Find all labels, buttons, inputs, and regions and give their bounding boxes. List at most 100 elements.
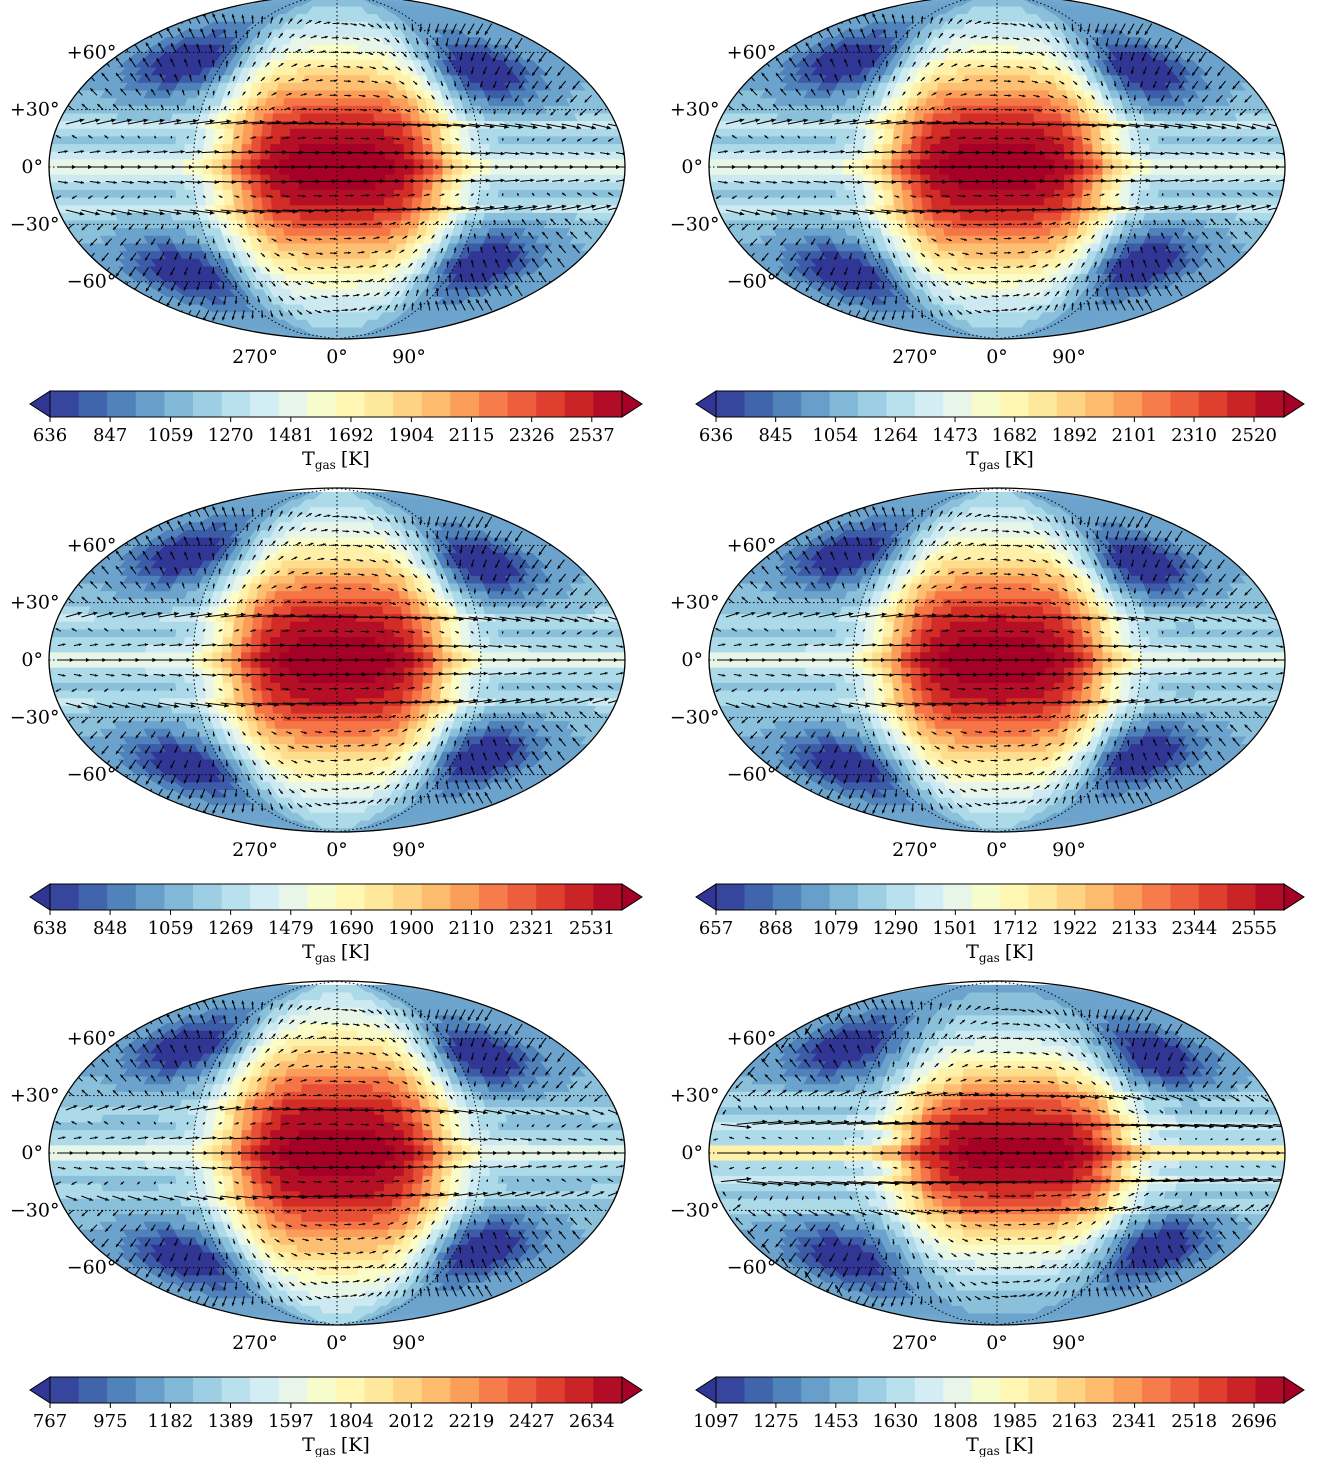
colorbar-segment bbox=[164, 1377, 194, 1403]
colorbar-tick-label: 2537 bbox=[569, 425, 615, 446]
colorbar-segment bbox=[1028, 391, 1058, 417]
colorbar-tick-label: 1682 bbox=[992, 425, 1038, 446]
colorbar-segment bbox=[716, 884, 745, 910]
colorbar-segment bbox=[564, 391, 594, 417]
colorbar-segment bbox=[772, 391, 802, 417]
colorbar-segment bbox=[716, 1377, 745, 1403]
colorbar-tick-label: 1985 bbox=[992, 1411, 1038, 1432]
colorbar-segment bbox=[829, 391, 859, 417]
colorbar-tick-label: 2115 bbox=[449, 425, 495, 446]
colorbar-segment bbox=[744, 1377, 774, 1403]
map-outline bbox=[48, 0, 626, 340]
map-outline bbox=[708, 487, 1286, 833]
colorbar-tick-label: 2696 bbox=[1231, 1411, 1277, 1432]
colorbar-segment bbox=[479, 884, 509, 910]
colorbar-segment bbox=[221, 391, 251, 417]
colorbar-segment bbox=[914, 884, 944, 910]
lat-label: −60° bbox=[727, 271, 777, 293]
colorbar-tick-label: 1922 bbox=[1052, 918, 1098, 939]
colorbar-tick-label: 636 bbox=[699, 425, 733, 446]
colorbar-frame bbox=[715, 1376, 1285, 1404]
colorbar-tick-label: 1275 bbox=[753, 1411, 799, 1432]
lat-label: −30° bbox=[670, 706, 720, 728]
colorbar-segment bbox=[1170, 884, 1200, 910]
map-panel-top-left: +60° +30° 0° −30° −60° 270° 0° 90° 636 847 1059 127… bbox=[10, 0, 643, 472]
map-outline bbox=[708, 0, 1286, 340]
colorbar-tick-label: 2321 bbox=[509, 918, 555, 939]
lat-label: −60° bbox=[67, 1257, 117, 1279]
colorbar-segment bbox=[858, 1377, 887, 1403]
colorbar-label: Tgas [K] bbox=[302, 941, 370, 965]
lat-label: +30° bbox=[10, 99, 60, 121]
map-outline bbox=[48, 980, 626, 1326]
colorbar-tick-label: 1712 bbox=[992, 918, 1038, 939]
colorbar-tick-label: 636 bbox=[33, 425, 67, 446]
wind-vectors bbox=[55, 998, 625, 1308]
colorbar-segment bbox=[1113, 884, 1143, 910]
colorbar-tick-label: 1501 bbox=[932, 918, 978, 939]
colorbar: 638 848 1059 1269 1479 1690 1900 2110 2321 2531 Tg… bbox=[29, 883, 643, 965]
lat-label: −60° bbox=[727, 764, 777, 786]
lon-label: 0° bbox=[326, 1332, 348, 1354]
colorbar-label: Tgas [K] bbox=[966, 941, 1034, 965]
colorbar-segment bbox=[393, 391, 423, 417]
colorbar-segment bbox=[829, 1377, 859, 1403]
colorbar-segment bbox=[135, 391, 165, 417]
lat-label: +30° bbox=[670, 592, 720, 614]
colorbar-segment bbox=[1227, 1377, 1257, 1403]
colorbar-segment bbox=[971, 884, 1001, 910]
graticule bbox=[709, 488, 1285, 832]
colorbar-tick-label: 2310 bbox=[1171, 425, 1217, 446]
lat-label: −60° bbox=[727, 1257, 777, 1279]
colorbar-segment bbox=[1198, 391, 1228, 417]
lat-label: +60° bbox=[727, 534, 777, 556]
lat-label: 0° bbox=[21, 1142, 43, 1164]
colorbar-segment bbox=[593, 1377, 623, 1403]
colorbar-segment bbox=[50, 884, 80, 910]
map-panel-middle-right: +60° +30° 0° −30° −60° 270° 0° 90° 657 868 1079 129… bbox=[670, 487, 1305, 965]
colorbar-segment bbox=[135, 1377, 165, 1403]
colorbar-frame bbox=[49, 390, 623, 418]
colorbar-segment bbox=[914, 391, 944, 417]
colorbar-tick-label: 1690 bbox=[328, 918, 374, 939]
colorbar: 657 868 1079 1290 1501 1712 1922 2133 2344 2555 Tg… bbox=[695, 883, 1305, 965]
map-panel-bottom-right: +60°+30°0°−30°−60°270° 0° 90°1097 1275 1453 1… bbox=[670, 980, 1305, 1457]
colorbar-frame bbox=[715, 883, 1285, 911]
colorbar-max-extend bbox=[1283, 1376, 1305, 1404]
colorbar-segment bbox=[1198, 1377, 1228, 1403]
colorbar-min-extend bbox=[29, 390, 51, 418]
graticule bbox=[49, 0, 625, 339]
temperature-field bbox=[709, 491, 1285, 832]
lon-label: 0° bbox=[986, 346, 1008, 368]
colorbar-segment bbox=[801, 391, 831, 417]
colorbar-label: Tgas [K] bbox=[966, 448, 1034, 472]
temperature-field bbox=[49, 0, 625, 339]
colorbar-segment bbox=[1170, 1377, 1200, 1403]
colorbar-segment bbox=[164, 391, 194, 417]
colorbar-min-extend bbox=[29, 883, 51, 911]
graticule bbox=[49, 488, 625, 832]
colorbar: 636 845 1054 1264 1473 1682 1892 2101 2310 2520 Tg… bbox=[695, 390, 1305, 472]
colorbar-segment bbox=[971, 1377, 1001, 1403]
colorbar-min-extend bbox=[695, 390, 717, 418]
colorbar-label: Tgas [K] bbox=[302, 1434, 370, 1457]
lat-label: −30° bbox=[10, 1199, 60, 1221]
lon-label: 0° bbox=[326, 346, 348, 368]
colorbar-segment bbox=[193, 391, 223, 417]
colorbar-segment bbox=[307, 884, 337, 910]
colorbar-segment bbox=[536, 391, 566, 417]
colorbar-tick-label: 1182 bbox=[148, 1411, 194, 1432]
colorbar-tick-label: 638 bbox=[33, 918, 67, 939]
colorbar-segment bbox=[772, 1377, 802, 1403]
colorbar-segment bbox=[507, 1377, 537, 1403]
colorbar-tick-label: 2344 bbox=[1171, 918, 1217, 939]
colorbar-tick-label: 975 bbox=[93, 1411, 127, 1432]
colorbar-frame bbox=[715, 390, 1285, 418]
lat-label: 0° bbox=[681, 156, 703, 178]
lon-label: 270° bbox=[892, 346, 938, 368]
lat-label: −60° bbox=[67, 764, 117, 786]
colorbar-segment bbox=[421, 884, 451, 910]
colorbar-segment bbox=[1255, 884, 1285, 910]
lon-label: 90° bbox=[1052, 346, 1086, 368]
colorbar-segment bbox=[78, 391, 108, 417]
